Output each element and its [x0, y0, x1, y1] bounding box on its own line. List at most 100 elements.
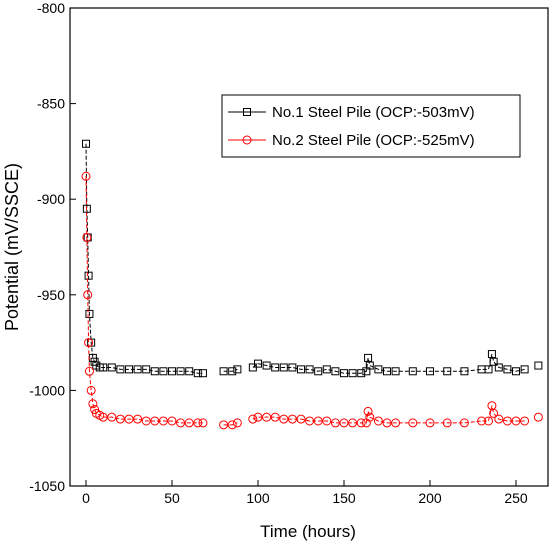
marker: [443, 367, 452, 376]
marker: [124, 365, 133, 374]
plot-frame: [69, 7, 549, 487]
marker: [460, 367, 469, 376]
marker: [520, 365, 529, 374]
marker: [426, 367, 435, 376]
marker: [365, 361, 374, 370]
marker: [184, 418, 194, 428]
marker: [459, 418, 469, 428]
marker: [198, 418, 208, 428]
marker: [279, 414, 289, 424]
marker: [356, 418, 366, 428]
marker: [167, 367, 176, 376]
marker: [391, 418, 401, 428]
marker: [279, 363, 288, 372]
marker: [133, 414, 143, 424]
marker: [322, 365, 331, 374]
marker: [305, 365, 314, 374]
marker: [83, 290, 93, 300]
marker: [408, 367, 417, 376]
legend-box: [221, 94, 521, 158]
marker: [253, 412, 263, 422]
marker: [340, 369, 349, 378]
marker: [176, 418, 186, 428]
marker: [348, 369, 357, 378]
marker: [116, 365, 125, 374]
x-tick-label: 50: [164, 490, 180, 506]
marker: [107, 363, 116, 372]
y-tick-label: -800: [37, 0, 65, 16]
marker: [262, 361, 271, 370]
marker: [374, 365, 383, 374]
marker: [489, 408, 499, 418]
marker: [533, 412, 543, 422]
marker: [391, 367, 400, 376]
marker: [88, 399, 98, 409]
marker: [363, 406, 373, 416]
marker: [193, 418, 203, 428]
marker: [107, 412, 117, 422]
marker: [487, 350, 496, 359]
y-tick-label: -950: [37, 287, 65, 303]
marker: [489, 357, 498, 366]
marker: [373, 416, 383, 426]
marker: [84, 366, 94, 376]
marker: [503, 365, 512, 374]
x-tick-label: 150: [332, 490, 356, 506]
legend-label: No.2 Steel Pile (OCP:-525mV): [272, 132, 475, 149]
marker: [232, 418, 242, 428]
marker: [296, 414, 306, 424]
marker: [408, 418, 418, 428]
marker: [330, 418, 340, 428]
marker: [512, 367, 521, 376]
y-tick-label: -1050: [29, 478, 65, 494]
marker: [243, 108, 251, 116]
marker: [167, 416, 177, 426]
marker: [219, 367, 228, 376]
marker: [228, 367, 237, 376]
series-line: [86, 176, 538, 425]
marker: [242, 135, 252, 145]
marker: [348, 418, 358, 428]
marker: [81, 139, 90, 148]
marker: [534, 361, 543, 370]
marker: [86, 385, 96, 395]
marker: [150, 367, 159, 376]
marker: [271, 363, 280, 372]
marker: [322, 416, 332, 426]
marker: [297, 365, 306, 374]
marker: [288, 363, 297, 372]
marker: [313, 416, 323, 426]
marker: [99, 363, 108, 372]
marker: [511, 416, 521, 426]
marker: [477, 416, 487, 426]
marker: [142, 365, 151, 374]
marker: [425, 418, 435, 428]
legend-label: No.1 Steel Pile (OCP:-503mV): [272, 104, 475, 121]
marker: [254, 359, 263, 368]
marker: [484, 365, 493, 374]
marker: [233, 365, 242, 374]
x-tick-label: 100: [246, 490, 270, 506]
marker: [262, 412, 272, 422]
marker: [82, 232, 92, 242]
marker: [159, 367, 168, 376]
marker: [84, 271, 93, 280]
marker: [270, 412, 280, 422]
marker: [176, 367, 185, 376]
marker: [227, 420, 237, 430]
marker: [382, 418, 392, 428]
marker: [287, 414, 297, 424]
marker: [383, 367, 392, 376]
marker: [365, 412, 375, 422]
x-tick-label: 0: [82, 490, 90, 506]
marker: [193, 369, 202, 378]
marker: [124, 414, 134, 424]
marker: [331, 367, 340, 376]
y-axis-label: Potential (mV/SSCE): [2, 163, 22, 331]
marker: [85, 309, 94, 318]
marker: [357, 369, 366, 378]
marker: [185, 367, 194, 376]
marker: [158, 416, 168, 426]
series-line: [86, 144, 538, 373]
x-axis-label: Time (hours): [260, 522, 356, 541]
